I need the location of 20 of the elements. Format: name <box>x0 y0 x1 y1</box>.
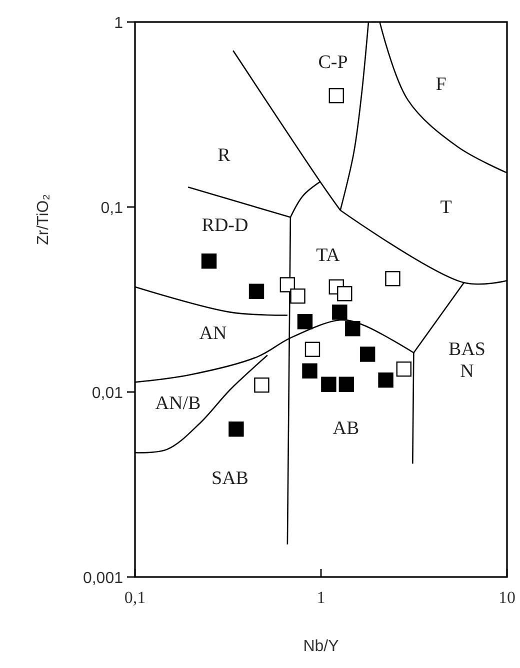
y-axis-title: Zr/TiO₂ <box>35 194 52 245</box>
x-tick-label: 10 <box>498 588 516 607</box>
annotation: R <box>218 145 231 166</box>
annotation: AN <box>199 323 227 344</box>
annotation: F <box>436 74 446 95</box>
annotation: RD-D <box>202 215 248 236</box>
y-tick-label: 0,1 <box>100 200 124 217</box>
y-tick-label: 0,01 <box>92 385 124 402</box>
y-tick-label: 0,001 <box>82 570 124 587</box>
x-tick-label: 1 <box>316 588 326 607</box>
annotation: C-P <box>318 52 348 73</box>
annotation: TA <box>316 245 340 266</box>
annotation: AN/B <box>155 393 201 414</box>
annotation: T <box>440 197 452 218</box>
annotation: BAS N <box>448 339 486 382</box>
x-axis-title: Nb/Y <box>303 638 340 655</box>
annotation: AB <box>332 418 360 439</box>
annotation: SAB <box>212 468 248 489</box>
x-tick-label: 0,1 <box>124 588 146 607</box>
y-tick-label: 1 <box>114 15 124 32</box>
